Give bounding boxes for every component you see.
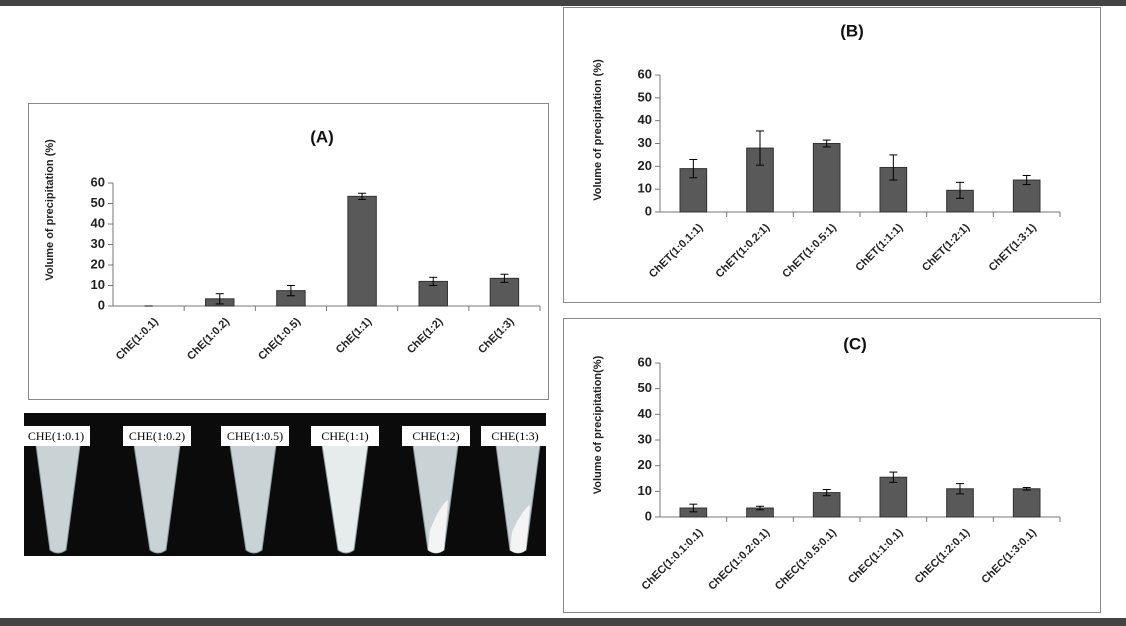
y-tick-label: 10 xyxy=(638,181,652,196)
y-tick-label: 20 xyxy=(91,256,105,271)
x-tick-label: ChET(1:0.5:1) xyxy=(780,221,839,280)
y-tick-label: 0 xyxy=(645,203,652,218)
x-tick-label: ChEC(1:3:0.1) xyxy=(979,526,1039,586)
x-tick-label: ChEC(1:1:0.1) xyxy=(846,526,906,586)
y-tick-label: 60 xyxy=(91,174,105,189)
y-tick-label: 0 xyxy=(645,508,652,523)
y-tick-label: 30 xyxy=(91,236,105,251)
bar xyxy=(1012,179,1041,213)
x-tick-label: ChET(1:1:1) xyxy=(853,221,905,273)
photo-label: CHE(1:2) xyxy=(412,429,459,443)
tubes xyxy=(35,444,541,554)
photo-label-box xyxy=(311,426,379,446)
x-tick-label: ChE(1:2) xyxy=(405,315,446,356)
panel-b-frame xyxy=(563,7,1101,303)
photo-label: CHE(1:0.5) xyxy=(227,429,283,443)
y-tick-label: 60 xyxy=(638,66,652,81)
bar xyxy=(489,277,520,307)
x-tick-label: ChEC(1:0.2:0.1) xyxy=(706,526,772,592)
bar xyxy=(879,476,908,518)
chart-title: (B) xyxy=(840,21,864,40)
y-axis-label: Volume of precipitation (%) xyxy=(592,59,604,201)
y-axis-label: Volume of precipitation(%) xyxy=(592,355,604,494)
x-tick-label: ChEC(1:0.1:0.1) xyxy=(640,526,706,592)
x-tick-label: ChE(1:3) xyxy=(476,315,517,356)
y-tick-label: 30 xyxy=(638,431,652,446)
x-tick-label: ChEC(1:0.5:0.1) xyxy=(773,526,839,592)
photo-label: CHE(1:1) xyxy=(321,429,368,443)
y-tick-label: 30 xyxy=(638,135,652,150)
y-axis-label: Volume of precipitation (%) xyxy=(44,139,56,281)
y-tick-label: 10 xyxy=(638,483,652,498)
sediment xyxy=(510,505,530,553)
bar xyxy=(812,143,841,213)
bar xyxy=(812,492,841,518)
chart-title: (A) xyxy=(310,127,334,146)
bar xyxy=(1012,488,1041,518)
x-tick-label: ChET(1:2:1) xyxy=(920,221,972,273)
bar xyxy=(347,195,377,307)
photo-label: CHE(1:0.1) xyxy=(28,429,84,443)
x-tick-label: ChE(1:1) xyxy=(334,315,375,356)
panel-c-frame xyxy=(563,318,1101,613)
panel-a-frame xyxy=(28,103,549,400)
y-tick-label: 0 xyxy=(98,297,105,312)
x-tick-label: ChE(1:0.2) xyxy=(185,315,232,362)
y-tick-label: 50 xyxy=(638,380,652,395)
photo xyxy=(24,413,546,556)
x-tick-label: ChEC(1:2:0.1) xyxy=(913,526,973,586)
sediment xyxy=(428,500,448,553)
top-rule xyxy=(0,0,1126,6)
x-tick-label: ChE(1:0.1) xyxy=(114,315,161,362)
y-tick-label: 10 xyxy=(91,277,105,292)
y-tick-label: 50 xyxy=(91,195,105,210)
x-tick-label: ChET(1:0.2:1) xyxy=(714,221,773,280)
y-tick-label: 40 xyxy=(91,215,105,230)
photo-label: CHE(1:0.2) xyxy=(129,429,185,443)
y-tick-label: 40 xyxy=(638,406,652,421)
chart-title: (C) xyxy=(843,334,867,353)
photo-label: CHE(1:3) xyxy=(491,429,538,443)
y-tick-label: 20 xyxy=(638,158,652,173)
x-tick-label: ChE(1:0.5) xyxy=(256,315,303,362)
photo-label-box xyxy=(402,426,470,446)
photo-label-box xyxy=(221,426,289,446)
photo-label-box xyxy=(22,426,90,446)
y-tick-label: 50 xyxy=(638,89,652,104)
y-tick-label: 40 xyxy=(638,112,652,127)
photo-label-box xyxy=(481,426,549,446)
photo-label-box xyxy=(123,426,191,446)
x-tick-label: ChET(1:3:1) xyxy=(987,221,1039,273)
y-tick-label: 60 xyxy=(638,354,652,369)
x-tick-label: ChET(1:0.1:1) xyxy=(647,221,706,280)
bottom-rule xyxy=(0,618,1126,626)
y-tick-label: 20 xyxy=(638,457,652,472)
